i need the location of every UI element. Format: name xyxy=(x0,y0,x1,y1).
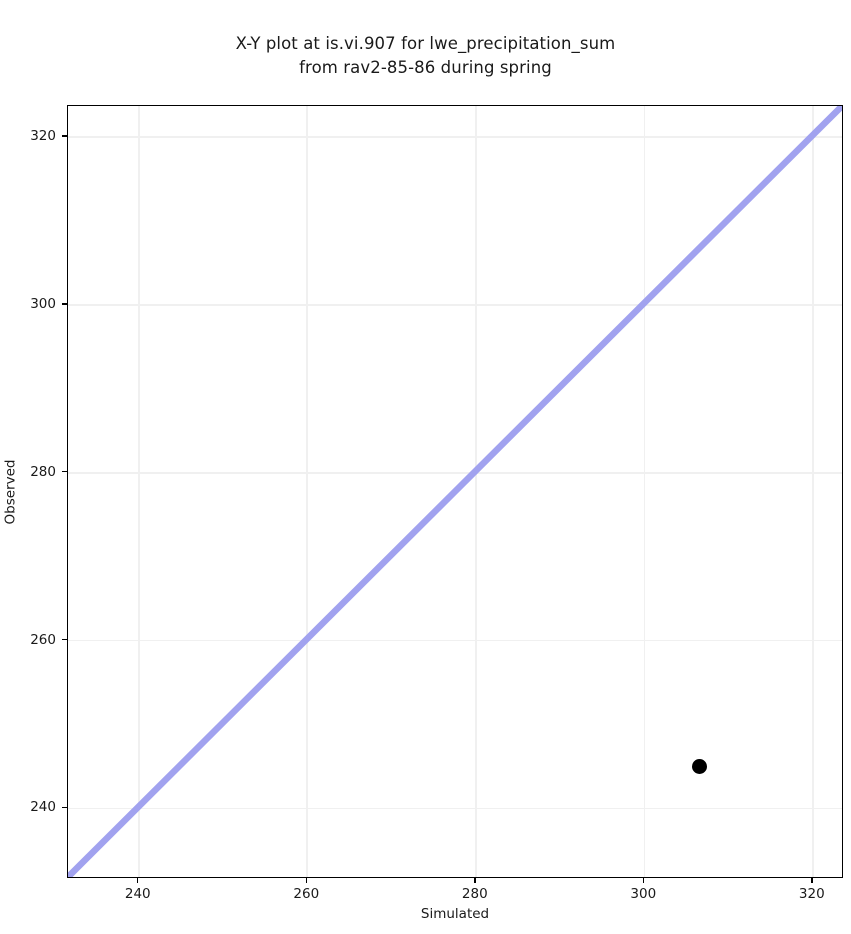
y-axis-tick-label: 260 xyxy=(30,631,56,648)
x-axis-tick-mark xyxy=(137,878,139,883)
x-axis-tick-label: 240 xyxy=(124,886,151,902)
y-axis-tick-mark xyxy=(62,135,67,137)
gridline-horizontal xyxy=(68,807,842,810)
x-axis-tick-mark xyxy=(474,878,476,883)
data-point[interactable] xyxy=(692,759,708,775)
y-axis-tick-mark xyxy=(62,638,67,641)
x-axis-tick-mark xyxy=(811,878,813,883)
y-axis-label: Observed xyxy=(0,105,20,878)
gridline-horizontal xyxy=(68,471,842,474)
y-axis-tick-mark xyxy=(62,806,67,809)
y-axis-tick-mark xyxy=(62,471,67,473)
x-axis-label: Simulated xyxy=(420,906,490,922)
gridline-vertical xyxy=(137,106,140,877)
gridline-horizontal xyxy=(68,136,842,138)
x-axis-tick-label: 320 xyxy=(798,886,825,902)
y-axis-tick-label: 300 xyxy=(30,295,56,312)
chart-title-line-1: X-Y plot at is.vi.907 for lwe_precipitat… xyxy=(235,34,616,53)
x-axis-tick-mark xyxy=(305,878,307,883)
gridline-vertical xyxy=(643,106,646,877)
gridline-vertical xyxy=(812,106,814,877)
gridline-horizontal xyxy=(68,304,842,306)
one-to-one-reference-line xyxy=(68,106,842,877)
x-axis-tick-label: 260 xyxy=(293,886,320,902)
gridline-horizontal xyxy=(68,639,842,642)
y-axis-tick-label: 240 xyxy=(30,799,56,816)
y-axis-tick-label: 280 xyxy=(30,463,56,480)
x-axis-tick-label: 300 xyxy=(630,886,657,902)
x-axis-tick-label: 280 xyxy=(461,886,488,902)
gridline-vertical xyxy=(475,106,477,877)
gridline-vertical xyxy=(306,106,309,877)
y-axis-tick-label: 320 xyxy=(30,128,56,145)
chart-title-line-2: from rav2-85-86 during spring xyxy=(299,58,552,77)
plot-area xyxy=(67,105,843,878)
y-axis-tick-mark xyxy=(62,303,67,305)
y-axis-label-text: Observed xyxy=(2,459,19,524)
x-axis-tick-mark xyxy=(642,878,645,883)
chart-title: X-Y plot at is.vi.907 for lwe_precipitat… xyxy=(0,8,851,104)
